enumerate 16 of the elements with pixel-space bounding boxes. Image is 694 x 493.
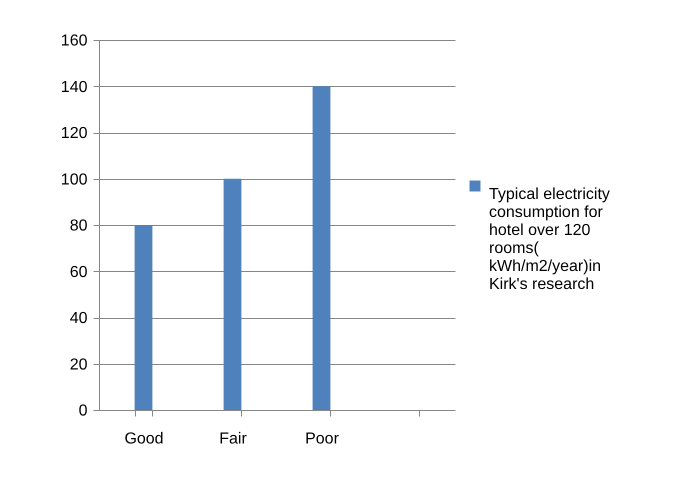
y-tick-label: 0 xyxy=(78,402,88,420)
x-tick-label: Poor xyxy=(305,430,340,448)
y-tick-label: 80 xyxy=(70,218,88,234)
y-tick-label: 120 xyxy=(60,125,88,142)
x-tick-label: Fair xyxy=(219,430,248,448)
y-tick-label: 60 xyxy=(70,264,88,281)
bar xyxy=(224,178,242,410)
y-tick-label: 160 xyxy=(60,32,88,50)
x-tick-label: Good xyxy=(124,430,164,448)
bar xyxy=(312,86,330,410)
y-tick-label: 40 xyxy=(70,310,88,327)
y-tick-label: 20 xyxy=(70,356,88,374)
y-tick-label: 140 xyxy=(60,78,88,96)
bar xyxy=(134,225,152,410)
y-tick-label: 100 xyxy=(60,171,88,188)
legend-label: Typical electricity consumption for hotel over 120 rooms( kWh/m2/year)in Kirk's research xyxy=(489,186,610,293)
